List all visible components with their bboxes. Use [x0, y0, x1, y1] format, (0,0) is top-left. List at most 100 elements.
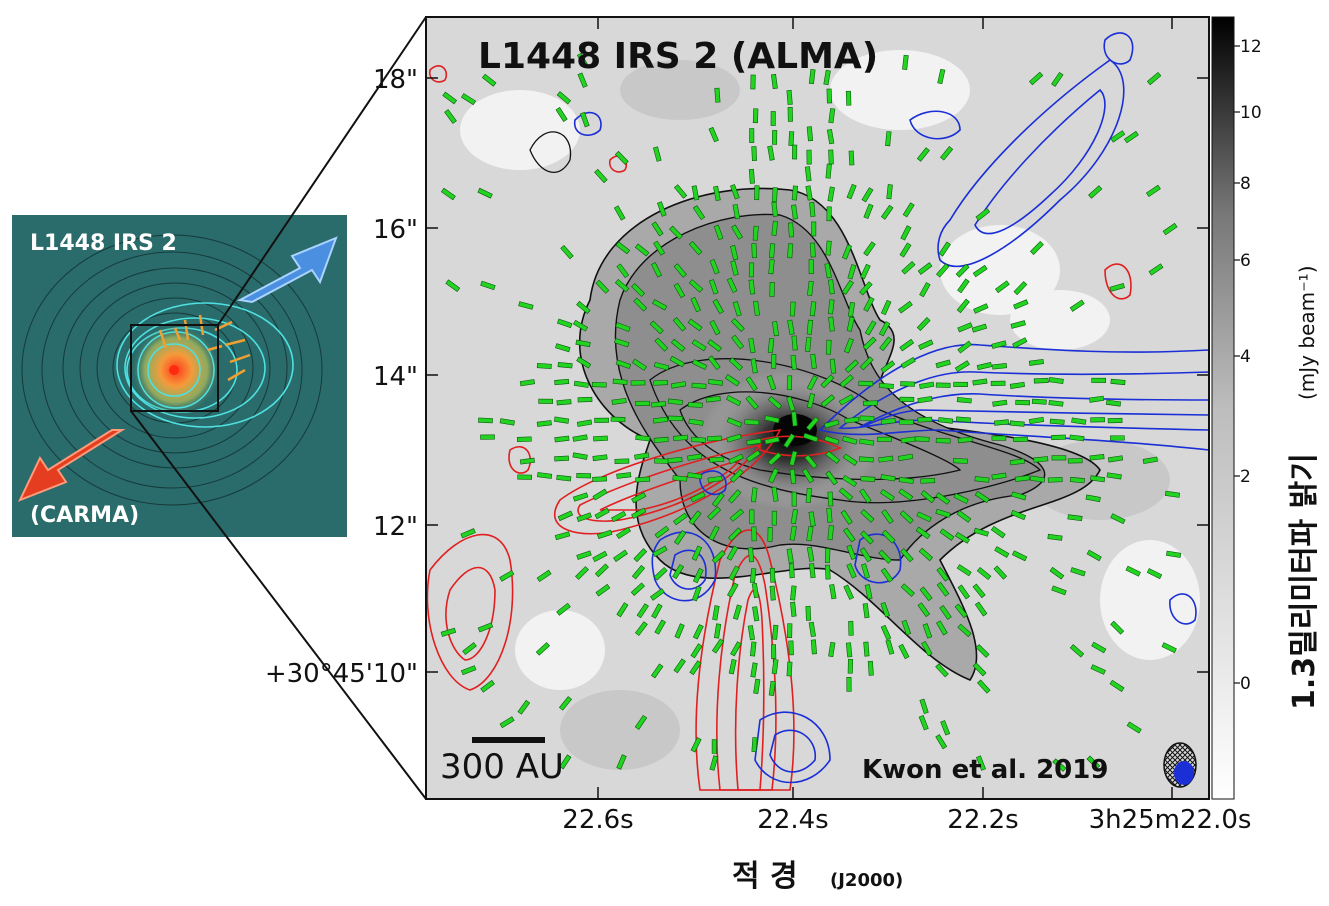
polarization-vector	[669, 355, 685, 368]
polarization-vector	[956, 510, 972, 523]
polarization-vector	[691, 436, 707, 443]
polarization-vector	[993, 419, 1010, 426]
polarization-vector	[751, 146, 758, 162]
polarization-vector	[724, 374, 740, 387]
polarization-vector	[1146, 568, 1163, 580]
polarization-vector	[791, 335, 798, 351]
polarization-vector	[843, 527, 856, 543]
polarization-vector	[768, 680, 776, 696]
polarization-vector	[1011, 491, 1027, 501]
polarization-vector	[1126, 721, 1142, 734]
polarization-vector	[572, 319, 589, 332]
polarization-vector	[610, 416, 626, 423]
polarization-vector	[726, 277, 738, 293]
polarization-vector	[770, 644, 777, 659]
polarization-vector	[957, 278, 970, 294]
polarization-vector	[898, 300, 913, 314]
polarization-vector	[991, 363, 1008, 370]
polarization-vector	[771, 510, 777, 526]
polarization-vector	[808, 69, 816, 85]
polarization-vector	[1164, 490, 1181, 498]
polarization-vector	[953, 492, 969, 504]
y-tick-label: 14"	[373, 362, 418, 392]
polarization-vector	[1123, 130, 1139, 144]
polarization-vector	[732, 203, 741, 220]
polarization-vector	[846, 544, 857, 561]
polarization-vector	[690, 737, 702, 753]
polarization-vector	[558, 696, 573, 711]
polarization-vector	[480, 280, 496, 291]
polarization-vector	[864, 320, 877, 336]
polarization-vector	[1110, 435, 1125, 441]
polarization-vector	[842, 436, 858, 445]
polarization-vector	[705, 395, 721, 403]
y-tick-label: 18"	[373, 65, 418, 95]
polarization-vector	[804, 166, 812, 182]
polarization-vector	[730, 184, 740, 200]
x-tick-marks	[597, 17, 1173, 799]
polarization-vector	[919, 381, 935, 390]
polarization-vector	[880, 567, 894, 583]
polarization-vector	[713, 185, 721, 202]
polarization-vector	[1090, 664, 1106, 675]
polarization-vector	[1107, 455, 1124, 463]
polarization-vector	[846, 676, 852, 692]
polarization-vector	[825, 163, 832, 179]
polarization-vector	[667, 456, 683, 464]
polarization-vector	[690, 491, 706, 503]
polarization-vector	[631, 492, 647, 504]
polarization-vector	[935, 359, 951, 369]
polarization-vector	[839, 374, 854, 388]
polarization-vector	[1052, 758, 1067, 772]
polarization-vector	[791, 204, 798, 220]
polarization-vector	[576, 550, 592, 560]
polarization-vector	[536, 420, 552, 427]
polarization-vector	[955, 263, 970, 278]
polarization-vector	[537, 472, 553, 479]
polarization-vector	[731, 318, 745, 332]
polarization-vector	[768, 259, 775, 275]
polarization-vector	[767, 145, 775, 161]
polarization-vector	[789, 450, 798, 466]
polarization-vector	[823, 69, 831, 86]
polarization-vector	[957, 584, 971, 600]
polarization-vector	[649, 320, 664, 335]
polarization-vector	[615, 322, 631, 332]
polarization-vector	[706, 435, 722, 442]
polarization-vector	[687, 318, 703, 332]
polarization-vector	[939, 528, 955, 541]
polarization-vector	[652, 416, 669, 424]
polarization-vector	[786, 89, 793, 105]
polarization-vector	[848, 150, 855, 166]
polarization-vector	[973, 303, 989, 314]
polarization-vector	[935, 382, 951, 388]
polarization-vector	[828, 641, 836, 658]
polarization-vector	[805, 185, 813, 201]
background-mottle	[460, 50, 1200, 690]
polarization-vector	[1048, 399, 1064, 407]
polarization-vector	[900, 381, 916, 387]
polarization-vector	[499, 716, 515, 729]
polarization-vector	[808, 563, 816, 579]
polarization-vector	[673, 263, 687, 278]
polarization-vector	[863, 400, 878, 406]
polarization-vector	[556, 602, 571, 616]
polarization-vector	[1106, 472, 1122, 480]
polarization-vector	[650, 663, 664, 679]
polarization-vector	[971, 323, 988, 333]
polarization-vector	[900, 356, 916, 369]
polarization-vector	[631, 283, 646, 297]
polarization-vector	[827, 299, 835, 315]
polarization-vector	[957, 623, 972, 638]
polarization-vector	[843, 584, 855, 600]
inset-panel: L1448 IRS 2 (CARMA)	[12, 215, 347, 537]
polarization-vector	[517, 699, 531, 715]
polarization-vector	[858, 380, 874, 387]
polarization-vector	[810, 353, 817, 369]
polarization-vector	[844, 359, 859, 373]
polarization-vector	[577, 72, 588, 88]
polarization-vector	[1012, 337, 1028, 349]
polarization-vector	[809, 301, 817, 317]
polarization-vector	[728, 453, 744, 465]
polarization-vector	[670, 381, 687, 389]
